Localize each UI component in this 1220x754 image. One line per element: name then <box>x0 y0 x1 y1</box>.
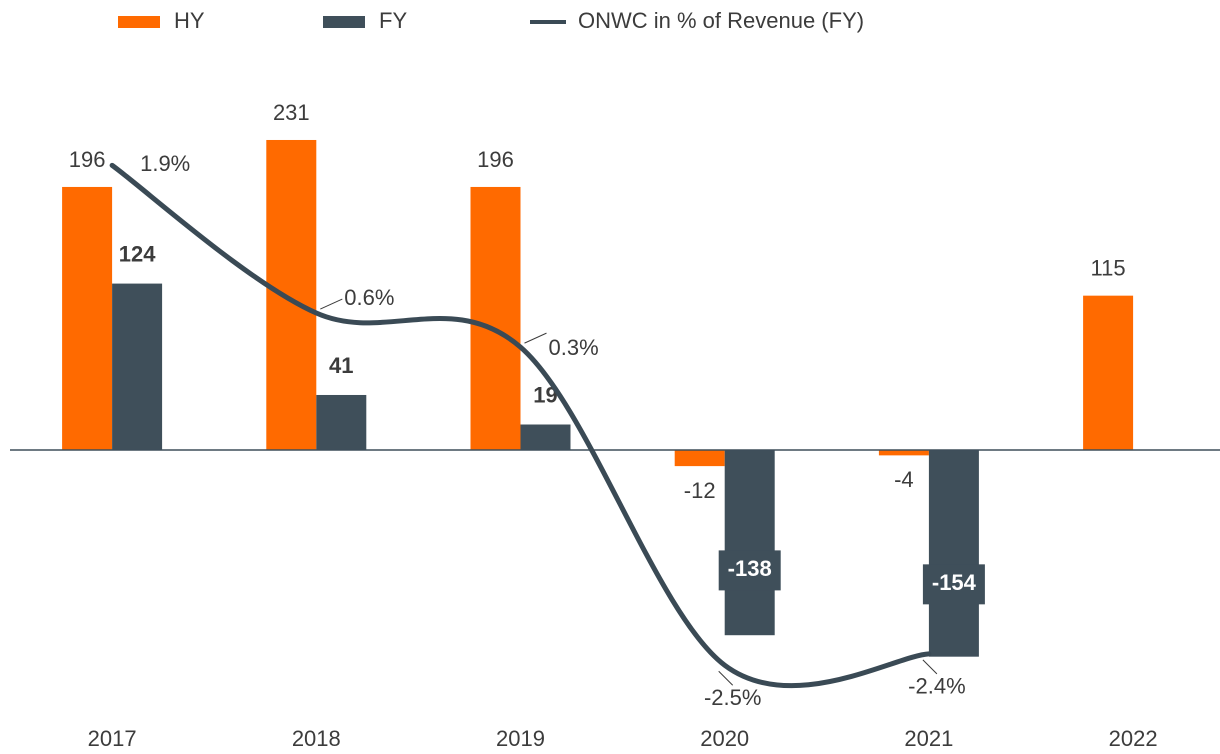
legend-swatch <box>323 16 365 28</box>
data-label: -4 <box>894 467 914 492</box>
x-tick-label: 2020 <box>700 726 749 751</box>
data-label: 231 <box>273 100 310 125</box>
bar <box>724 450 775 636</box>
bar <box>62 186 113 451</box>
data-label: 0.6% <box>344 285 394 310</box>
line <box>109 162 932 689</box>
leader-line <box>922 659 938 675</box>
bar <box>520 424 571 451</box>
data-label: 196 <box>477 147 514 172</box>
data-label: 41 <box>329 353 353 378</box>
bar <box>878 450 929 456</box>
data-label-box <box>922 564 985 605</box>
leader-line <box>320 298 343 310</box>
legend-label: FY <box>379 8 407 33</box>
bar <box>112 283 163 451</box>
x-tick-label: 2021 <box>904 726 953 751</box>
bar <box>470 186 521 451</box>
legend-swatch <box>118 16 160 28</box>
bar <box>1083 295 1134 451</box>
bar <box>316 394 367 451</box>
data-label: 196 <box>69 147 106 172</box>
legend-label: ONWC in % of Revenue (FY) <box>578 8 864 33</box>
data-label-box <box>718 550 781 591</box>
data-label: -154 <box>932 570 977 595</box>
data-label: -2.4% <box>908 674 965 699</box>
leader-line <box>718 670 734 686</box>
x-tick-label: 2017 <box>88 726 137 751</box>
bar <box>674 450 725 467</box>
x-tick-label: 2018 <box>292 726 341 751</box>
x-tick-label: 2022 <box>1109 726 1158 751</box>
data-label: 124 <box>119 241 156 266</box>
data-label: 0.3% <box>549 335 599 360</box>
data-label: -138 <box>728 556 772 581</box>
data-label: -12 <box>684 478 716 503</box>
bar <box>928 450 979 657</box>
data-label: 115 <box>1091 255 1126 280</box>
x-tick-label: 2019 <box>496 726 545 751</box>
bar <box>266 139 317 451</box>
legend-label: HY <box>174 8 205 33</box>
data-label: 1.9% <box>140 151 190 176</box>
leader-line <box>524 332 547 344</box>
data-label: -2.5% <box>704 685 761 710</box>
